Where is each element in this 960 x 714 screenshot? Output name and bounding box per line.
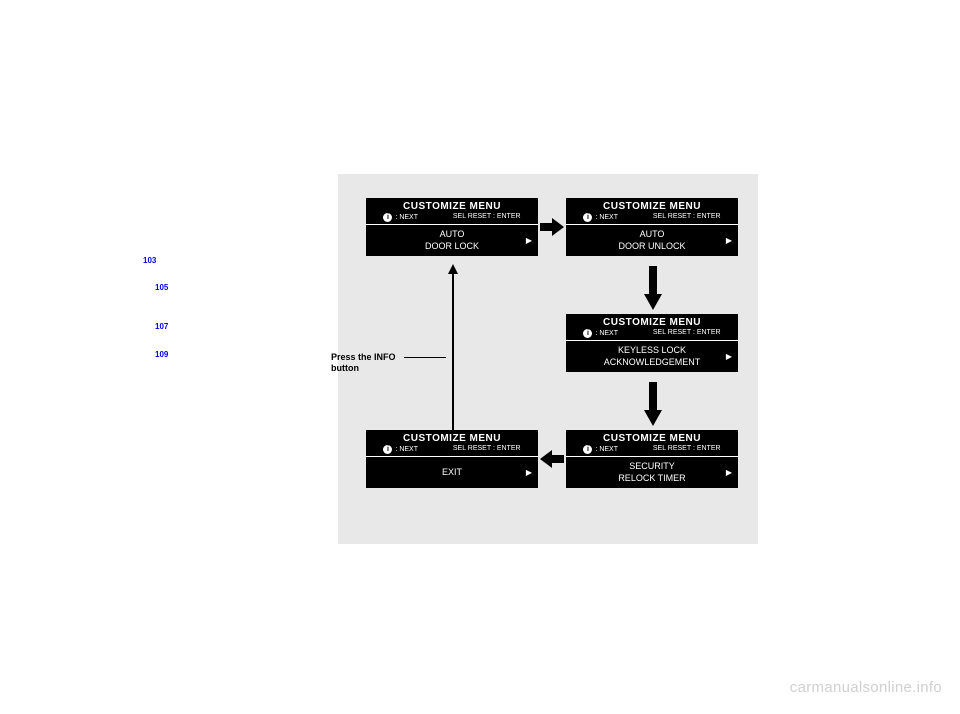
page-ref-a: 103 — [143, 256, 156, 265]
play-icon: ▶ — [726, 467, 732, 479]
sub-right: SEL RESET : ENTER — [453, 445, 521, 454]
menu-auto-door-lock: CUSTOMIZE MENU i: NEXT SEL RESET : ENTER… — [366, 198, 538, 256]
flow-arrow-left — [540, 450, 564, 468]
caption-line1: Press the INFO — [331, 352, 396, 363]
menu-title: CUSTOMIZE MENU — [566, 314, 738, 329]
menu-security-relock: CUSTOMIZE MENU i: NEXT SEL RESET : ENTER… — [566, 430, 738, 488]
menu-exit: CUSTOMIZE MENU i: NEXT SEL RESET : ENTER… — [366, 430, 538, 488]
content-line2: DOOR LOCK — [366, 240, 538, 252]
page-ref-c: 107 — [155, 322, 168, 331]
menu-title: CUSTOMIZE MENU — [566, 198, 738, 213]
sub-left: : NEXT — [395, 446, 418, 453]
caption-label: Press the INFO button — [331, 352, 396, 374]
flow-arrow-down — [644, 266, 662, 310]
flow-arrow-up — [448, 264, 458, 430]
caption-pointer — [404, 357, 446, 358]
sub-left: : NEXT — [595, 214, 618, 221]
sub-right: SEL RESET : ENTER — [453, 213, 521, 222]
page-ref-d: 109 — [155, 350, 168, 359]
info-icon: i — [583, 445, 592, 454]
info-icon: i — [583, 213, 592, 222]
content-line1: EXIT — [366, 466, 538, 478]
info-icon: i — [383, 213, 392, 222]
play-icon: ▶ — [526, 467, 532, 479]
content-line1: AUTO — [566, 228, 738, 240]
sub-right: SEL RESET : ENTER — [653, 329, 721, 338]
content-line1: SECURITY — [566, 460, 738, 472]
sub-left: : NEXT — [595, 330, 618, 337]
play-icon: ▶ — [726, 351, 732, 363]
sub-right: SEL RESET : ENTER — [653, 213, 721, 222]
sub-left: : NEXT — [395, 214, 418, 221]
menu-subtitle: i: NEXT SEL RESET : ENTER — [566, 445, 738, 456]
caption-line2: button — [331, 363, 396, 374]
diagram-container: CUSTOMIZE MENU i: NEXT SEL RESET : ENTER… — [338, 174, 758, 544]
flow-arrow-down — [644, 382, 662, 426]
menu-auto-door-unlock: CUSTOMIZE MENU i: NEXT SEL RESET : ENTER… — [566, 198, 738, 256]
content-line1: AUTO — [366, 228, 538, 240]
info-icon: i — [383, 445, 392, 454]
content-line2: RELOCK TIMER — [566, 472, 738, 484]
menu-title: CUSTOMIZE MENU — [566, 430, 738, 445]
sub-right: SEL RESET : ENTER — [653, 445, 721, 454]
content-line2: DOOR UNLOCK — [566, 240, 738, 252]
menu-subtitle: i: NEXT SEL RESET : ENTER — [566, 329, 738, 340]
watermark-text: carmanualsonline.info — [790, 679, 942, 696]
menu-subtitle: i: NEXT SEL RESET : ENTER — [566, 213, 738, 224]
menu-content: KEYLESS LOCK ACKNOWLEDGEMENT ▶ — [566, 341, 738, 372]
play-icon: ▶ — [526, 235, 532, 247]
menu-title: CUSTOMIZE MENU — [366, 430, 538, 445]
page-ref-b: 105 — [155, 283, 168, 292]
menu-content: AUTO DOOR LOCK ▶ — [366, 225, 538, 256]
sub-left: : NEXT — [595, 446, 618, 453]
menu-content: AUTO DOOR UNLOCK ▶ — [566, 225, 738, 256]
flow-arrow-right — [540, 218, 564, 236]
content-line2: ACKNOWLEDGEMENT — [566, 356, 738, 368]
info-icon: i — [583, 329, 592, 338]
menu-subtitle: i: NEXT SEL RESET : ENTER — [366, 445, 538, 456]
menu-content: EXIT ▶ — [366, 457, 538, 488]
content-line1: KEYLESS LOCK — [566, 344, 738, 356]
menu-content: SECURITY RELOCK TIMER ▶ — [566, 457, 738, 488]
menu-title: CUSTOMIZE MENU — [366, 198, 538, 213]
menu-keyless-lock: CUSTOMIZE MENU i: NEXT SEL RESET : ENTER… — [566, 314, 738, 372]
play-icon: ▶ — [726, 235, 732, 247]
menu-subtitle: i: NEXT SEL RESET : ENTER — [366, 213, 538, 224]
